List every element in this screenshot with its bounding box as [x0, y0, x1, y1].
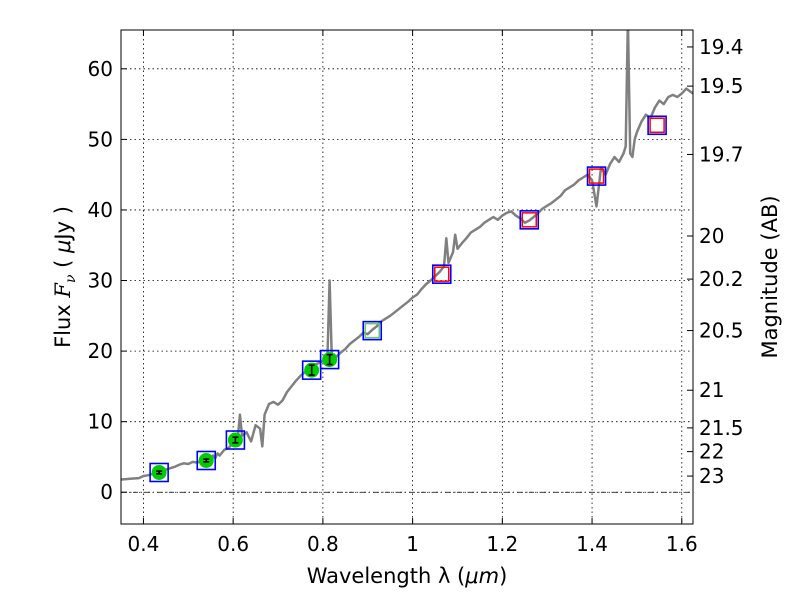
x-tick-label: 0.8 — [307, 532, 339, 556]
spectrum-line — [121, 30, 693, 481]
grid — [121, 30, 693, 524]
x-tick-label: 1.6 — [666, 532, 698, 556]
y2-axis-title: Magnitude (AB) — [758, 195, 782, 358]
x-tick-label: 0.6 — [217, 532, 249, 556]
model-photometry-box — [519, 210, 540, 230]
y-tick-label: 40 — [88, 198, 113, 222]
y-tick-label: 20 — [88, 339, 113, 363]
x-tick-label: 1.2 — [486, 532, 518, 556]
mag-tick-label: 21 — [699, 378, 724, 402]
mag-tick-label: 20.5 — [699, 319, 744, 343]
x-tick-label: 1.4 — [576, 532, 608, 556]
y-axis-title-prefix: Flux — [51, 298, 75, 348]
y-tick-label: 10 — [88, 410, 113, 434]
model-photometry-box — [586, 166, 607, 186]
y-axis-title-unit-open: ( — [51, 253, 75, 275]
x-axis-title-suffix: ) — [499, 564, 507, 588]
y-axis-title-subscript: ν — [63, 274, 79, 283]
synthetic-photometry-marker — [521, 212, 538, 228]
mag-tick-label: 19.7 — [699, 142, 744, 166]
y-tick-label: 50 — [88, 127, 113, 151]
model-photometry-box — [647, 115, 667, 136]
mag-tick-label: 20 — [699, 224, 724, 248]
x-tick-label: 1 — [406, 532, 419, 556]
synthetic-photometry-marker — [364, 322, 380, 339]
synthetic-photometry-marker — [588, 168, 605, 184]
mag-tick-label: 21.5 — [699, 416, 744, 440]
model-photometry-box — [319, 349, 340, 370]
x-axis-title-prefix: Wavelength λ ( — [307, 564, 466, 588]
data-marks — [149, 115, 667, 483]
y-axis-title-unit-mu: μ — [51, 240, 75, 254]
model-photometry-box — [362, 320, 383, 341]
mag-tick-label: 22 — [699, 440, 724, 464]
x-axis-title-unit: μm — [464, 564, 499, 588]
y-tick-label: 60 — [88, 57, 113, 81]
y-axis-title-symbol: F — [51, 282, 75, 299]
model-photometry-box — [431, 264, 452, 284]
y-tick-label: 0 — [100, 480, 113, 504]
y-axis-title-unit-rest: Jy ) — [51, 206, 75, 242]
mag-tick-label: 19.4 — [699, 35, 744, 59]
model-photometry-box — [196, 450, 217, 471]
y-tick-label: 30 — [88, 269, 113, 293]
mag-tick-label: 23 — [699, 464, 724, 488]
model-photometry-box — [149, 462, 169, 483]
synthetic-photometry-marker — [434, 266, 450, 282]
mag-tick-label: 20.2 — [699, 267, 744, 291]
synthetic-photometry-marker — [649, 117, 665, 134]
plot-frame — [120, 29, 694, 525]
model-photometry-box — [301, 360, 322, 380]
x-tick-label: 0.4 — [128, 532, 160, 556]
x-axis-title: Wavelength λ (μm) — [307, 564, 508, 588]
ticks: 0.4 0.6 0.8 1 1.2 1.4 1.6 0 10 20 30 40 50 60 19.4 19.5… — [88, 30, 744, 556]
y-axis-title: Flux Fν ( μJy ) — [51, 206, 79, 348]
mag-tick-label: 19.5 — [699, 74, 744, 98]
model-photometry-box — [225, 430, 246, 450]
